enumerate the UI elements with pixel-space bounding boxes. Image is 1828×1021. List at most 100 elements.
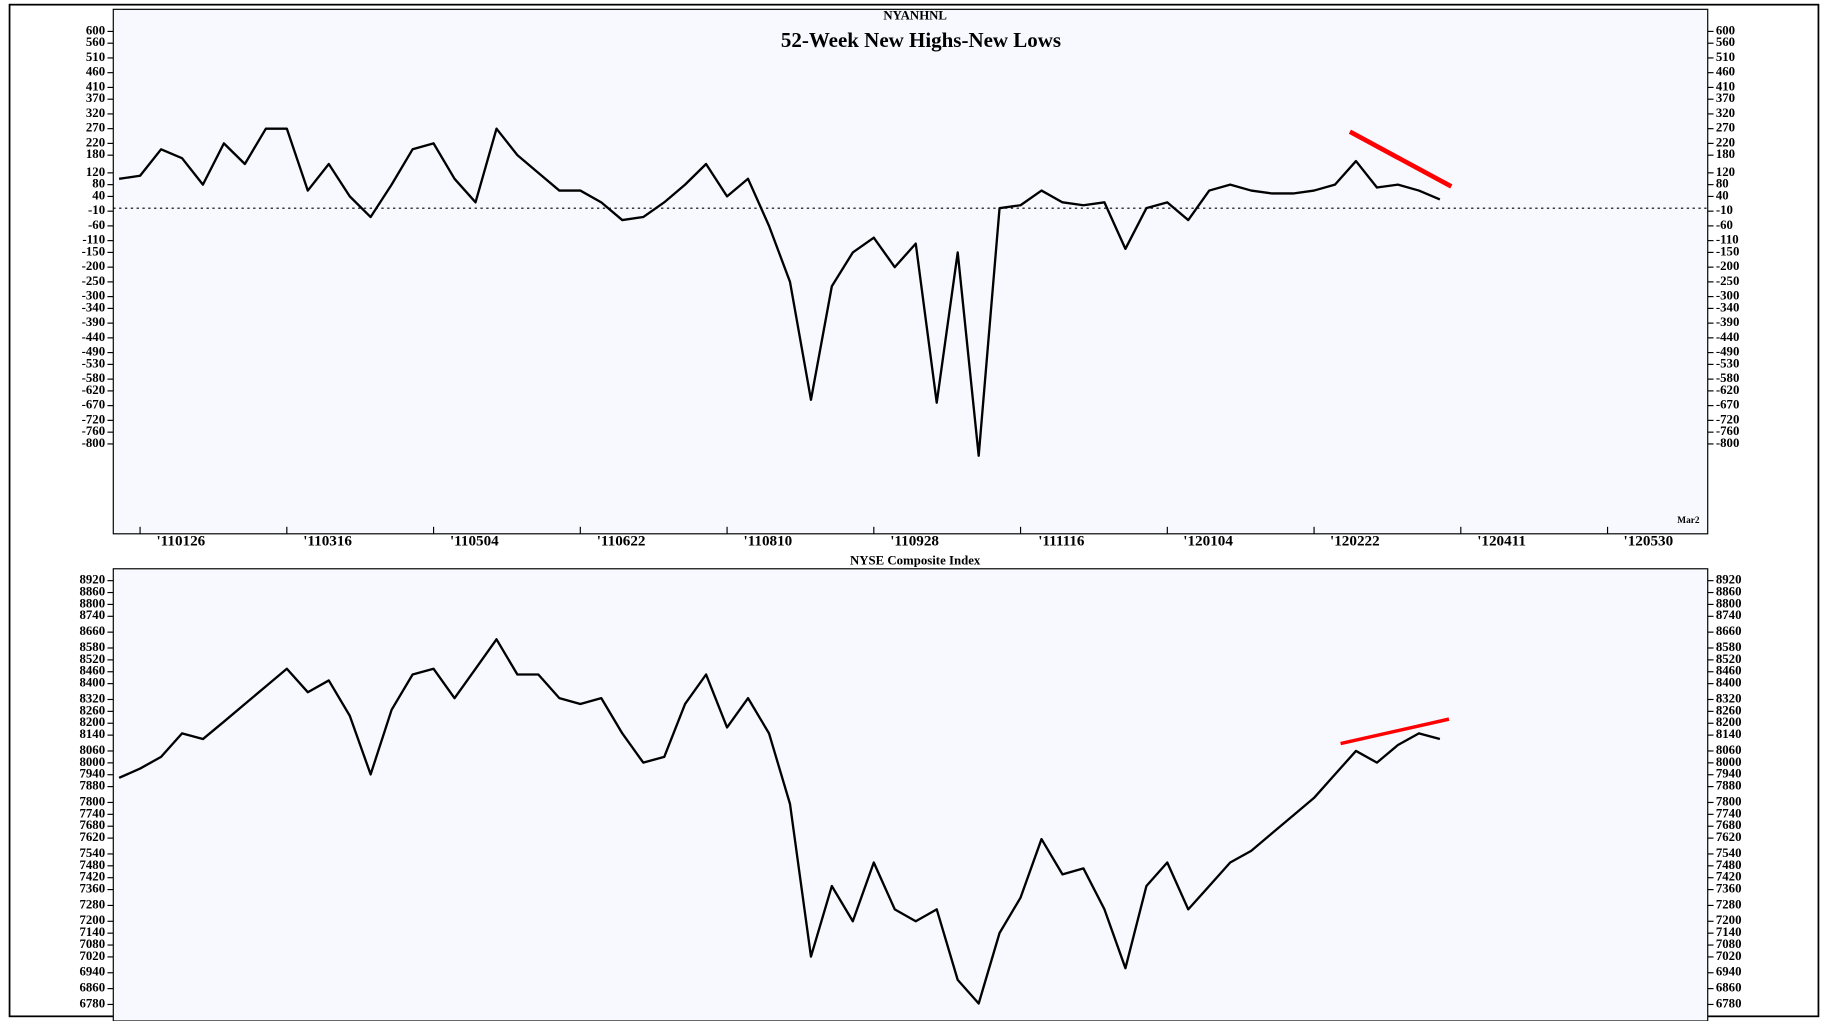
y-tick-label: 7680 — [1716, 818, 1742, 832]
y-tick-label: -200 — [1716, 259, 1740, 273]
y-tick-label: -800 — [82, 436, 106, 450]
y-tick-label: 7880 — [1716, 779, 1742, 793]
y-tick-label: -340 — [1716, 300, 1740, 314]
data-line — [118, 638, 1441, 1005]
y-tick-label: 7800 — [1716, 794, 1742, 808]
x-tick-label: '110126 — [156, 532, 205, 549]
y-tick-label: 7280 — [1716, 897, 1742, 911]
y-tick-label: 370 — [86, 91, 105, 105]
y-tick-label: 8660 — [80, 624, 106, 638]
y-tick-label: 370 — [1716, 91, 1735, 105]
y-tick-label: 7020 — [80, 949, 106, 963]
y-tick-label: 7880 — [80, 779, 106, 793]
y-tick-label: -110 — [1716, 233, 1739, 247]
trend-line — [1348, 129, 1453, 189]
y-tick-label: -760 — [1716, 424, 1740, 438]
x-tick-label: '120104 — [1183, 532, 1233, 549]
chart-title: NYANHNL — [883, 8, 947, 22]
y-tick-label: 270 — [1716, 121, 1735, 135]
y-tick-label: 7480 — [80, 858, 106, 872]
y-tick-label: 560 — [86, 35, 105, 49]
y-tick-label: 180 — [1716, 147, 1735, 161]
y-tick-label: 8200 — [80, 715, 106, 729]
y-tick-label: 8320 — [1716, 691, 1742, 705]
y-tick-label: -490 — [82, 345, 106, 359]
y-tick-label: -760 — [82, 424, 106, 438]
y-tick-label: -60 — [88, 218, 105, 232]
chart-title: NYSE Composite Index — [850, 554, 981, 568]
y-tick-label: -200 — [82, 259, 106, 273]
x-tick-label: '110810 — [743, 532, 792, 549]
y-tick-label: 8520 — [80, 652, 106, 666]
y-tick-label: 510 — [86, 50, 105, 64]
y-tick-label: 120 — [86, 165, 105, 179]
y-tick-label: 8000 — [80, 755, 106, 769]
y-tick-label: -250 — [82, 274, 106, 288]
y-tick-label: 8800 — [1716, 596, 1742, 610]
y-tick-label: 7200 — [80, 913, 106, 927]
y-tick-label: 8660 — [1716, 624, 1742, 638]
y-tick-label: -530 — [1716, 356, 1740, 370]
y-tick-label: 7800 — [80, 794, 106, 808]
top-panel-frame — [112, 8, 1709, 535]
y-tick-label: 120 — [1716, 165, 1735, 179]
y-tick-label: 8060 — [80, 743, 106, 757]
y-tick-label: 8400 — [1716, 676, 1742, 690]
y-tick-label: 8920 — [80, 573, 106, 587]
y-tick-label: 6860 — [1716, 981, 1742, 995]
y-tick-label: -670 — [1716, 398, 1740, 412]
y-tick-label: 460 — [86, 65, 105, 79]
y-tick-label: 8920 — [1716, 573, 1742, 587]
y-tick-label: 410 — [1716, 79, 1735, 93]
x-tick-label: '110928 — [890, 532, 939, 549]
y-tick-label: 8140 — [1716, 727, 1742, 741]
y-tick-label: 7360 — [80, 882, 106, 896]
chart-subtitle: 52-Week New Highs-New Lows — [781, 28, 1061, 52]
y-tick-label: 220 — [1716, 135, 1735, 149]
y-tick-label: 8860 — [80, 584, 106, 598]
x-tick-label: '110316 — [303, 532, 352, 549]
y-tick-label: 320 — [1716, 106, 1735, 120]
y-tick-label: 7940 — [80, 767, 106, 781]
y-tick-label: 8740 — [80, 608, 106, 622]
y-tick-label: 8580 — [80, 640, 106, 654]
data-line — [118, 127, 1441, 457]
y-tick-label: 8260 — [1716, 703, 1742, 717]
y-tick-label: -10 — [1716, 203, 1733, 217]
x-tick-label: '111116 — [1038, 532, 1085, 549]
y-tick-label: 6860 — [80, 981, 106, 995]
x-tick-label: '120222 — [1330, 532, 1380, 549]
y-tick-label: 600 — [86, 23, 105, 37]
y-tick-label: 8260 — [80, 703, 106, 717]
y-tick-label: 6940 — [1716, 965, 1742, 979]
y-tick-label: 8520 — [1716, 652, 1742, 666]
y-tick-label: 410 — [86, 79, 105, 93]
y-tick-label: 7020 — [1716, 949, 1742, 963]
annotation: Mar2 — [1677, 516, 1700, 526]
y-tick-label: -440 — [82, 330, 106, 344]
y-tick-label: -390 — [82, 315, 106, 329]
y-tick-label: -670 — [82, 398, 106, 412]
y-tick-label: 7200 — [1716, 913, 1742, 927]
y-tick-label: -10 — [88, 203, 105, 217]
y-tick-label: 560 — [1716, 35, 1735, 49]
y-tick-label: -250 — [1716, 274, 1740, 288]
y-tick-label: 270 — [86, 121, 105, 135]
y-tick-label: 8740 — [1716, 608, 1742, 622]
y-tick-label: 8400 — [80, 676, 106, 690]
y-tick-label: -150 — [1716, 244, 1740, 258]
y-tick-label: 8860 — [1716, 584, 1742, 598]
y-tick-label: 8320 — [80, 691, 106, 705]
y-tick-label: -390 — [1716, 315, 1740, 329]
y-tick-label: 7620 — [80, 830, 106, 844]
y-tick-label: -800 — [1716, 436, 1740, 450]
y-tick-label: -580 — [1716, 371, 1740, 385]
y-tick-label: 8060 — [1716, 743, 1742, 757]
y-tick-label: 7420 — [1716, 870, 1742, 884]
y-tick-label: -620 — [1716, 383, 1740, 397]
y-tick-label: 6780 — [1716, 996, 1742, 1010]
y-tick-label: 7080 — [80, 937, 106, 951]
y-tick-label: 40 — [1716, 188, 1729, 202]
